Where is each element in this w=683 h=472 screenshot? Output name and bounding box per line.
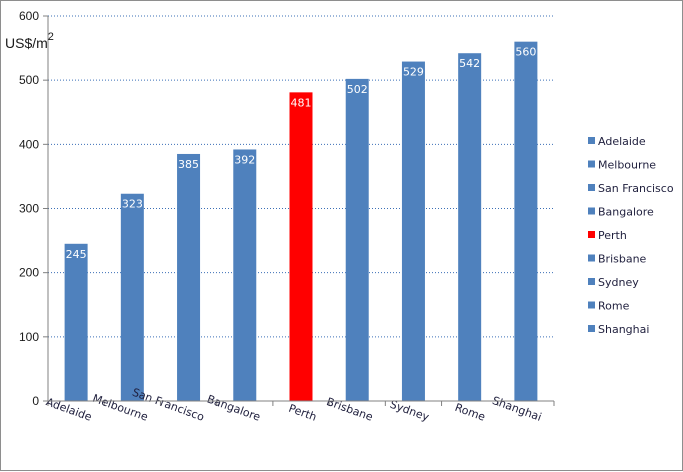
legend-swatch: [588, 325, 595, 332]
y-tick-label: 200: [19, 266, 39, 280]
data-label: 542: [459, 57, 480, 70]
bar: [458, 53, 482, 401]
bar: [401, 61, 425, 401]
legend-entry: Adelaide: [598, 135, 646, 148]
y-axis-unit-label: US$/m2: [5, 31, 54, 51]
legend-entry: Perth: [598, 229, 627, 242]
bar: [233, 149, 257, 401]
data-label: 245: [66, 248, 87, 261]
legend-swatch: [588, 137, 595, 144]
legend-entry: Brisbane: [598, 253, 647, 266]
y-tick-label: 0: [32, 394, 39, 408]
data-label: 560: [515, 46, 536, 59]
data-label: 529: [403, 66, 424, 79]
y-axis-ticks: 0 100 200 300 400 500 600: [19, 9, 48, 408]
bar: [345, 78, 369, 401]
legend-entry: Sydney: [598, 276, 639, 289]
data-label: 323: [122, 198, 143, 211]
legend-swatch: [588, 160, 595, 168]
y-tick-label: 100: [19, 330, 39, 344]
y-tick-label: 600: [19, 9, 39, 23]
legend-entry: Bangalore: [598, 206, 654, 219]
legend-entry: Melbourne: [598, 159, 656, 172]
legend-swatch: [588, 254, 595, 262]
legend: Adelaide Melbourne San Francisco Bangalore P…: [588, 135, 674, 336]
data-label: 385: [178, 158, 199, 171]
data-label: 392: [234, 153, 255, 166]
x-tick-label: Rome: [453, 401, 487, 424]
x-tick-label: Perth: [287, 402, 319, 424]
legend-swatch: [588, 301, 595, 309]
bar: [64, 243, 88, 401]
x-tick-label: Sydney: [388, 398, 431, 424]
data-labels: 245 323 385 392 481 502 529 542 560: [66, 46, 537, 261]
data-label: 481: [291, 96, 312, 109]
legend-swatch: [588, 184, 595, 191]
legend-entry: Rome: [598, 300, 630, 313]
bars: [64, 41, 538, 402]
bar: [120, 193, 144, 401]
y-tick-label: 300: [19, 202, 39, 216]
bar: [289, 92, 313, 401]
data-label: 502: [347, 83, 368, 96]
bar: [177, 153, 201, 401]
legend-swatch: [588, 207, 595, 215]
axes: [47, 16, 554, 402]
y-tick-label: 500: [19, 73, 39, 87]
bar: [514, 41, 538, 402]
legend-swatch: [588, 278, 595, 285]
legend-entry: Shanghai: [598, 323, 649, 336]
y-tick-label: 400: [19, 137, 39, 151]
legend-entry: San Francisco: [598, 182, 674, 195]
legend-swatch: [588, 231, 595, 238]
